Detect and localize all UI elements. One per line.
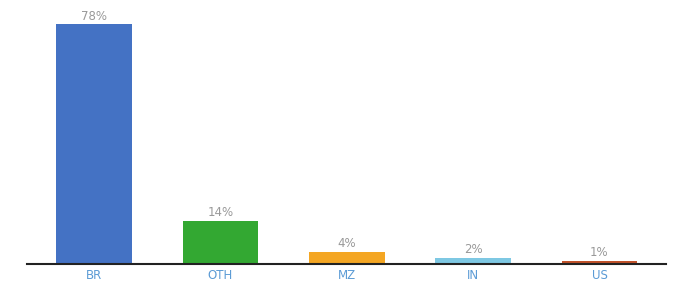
- Text: 2%: 2%: [464, 243, 482, 256]
- Bar: [435, 258, 511, 264]
- Text: 14%: 14%: [207, 206, 233, 220]
- Text: 78%: 78%: [81, 10, 107, 23]
- Text: 1%: 1%: [590, 246, 609, 260]
- Bar: [56, 24, 132, 264]
- Bar: [562, 261, 637, 264]
- Text: 4%: 4%: [337, 237, 356, 250]
- Bar: [182, 221, 258, 264]
- Bar: [309, 252, 385, 264]
